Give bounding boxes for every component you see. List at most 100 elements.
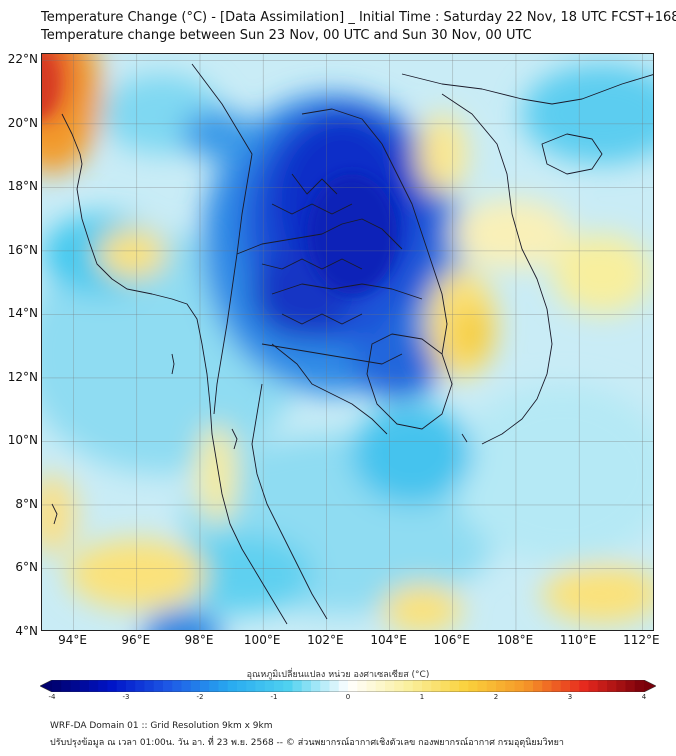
colorbar-segment [283, 680, 293, 692]
colorbar-title: อุณหภูมิเปลี่ยนแปลง หน่วย องศาเซลเซียส (… [246, 670, 430, 680]
colorbar [40, 680, 656, 692]
colorbar-segment [468, 680, 478, 692]
colorbar-tick-label: -3 [122, 693, 130, 701]
temperature-change-map [41, 53, 654, 631]
colorbar-segment [218, 680, 229, 692]
colorbar-segment [255, 680, 266, 692]
colorbar-segment [116, 680, 127, 692]
colorbar-segment [357, 680, 367, 692]
colorbar-segment [375, 680, 386, 692]
colorbar-segment [329, 680, 340, 692]
colorbar-segment [505, 680, 515, 692]
colorbar-segment [246, 680, 256, 692]
map-title: Temperature Change (°C) - [Data Assimila… [41, 10, 676, 25]
lat-label: 4°N [15, 624, 38, 638]
lon-label: 106°E [433, 633, 471, 647]
colorbar-segment [551, 680, 562, 692]
lat-label: 6°N [15, 560, 38, 575]
colorbar-segment [459, 680, 469, 692]
colorbar-segment [449, 680, 460, 692]
colorbar-segment [98, 680, 108, 692]
colorbar-segment [348, 680, 358, 692]
colorbar-segment [311, 680, 321, 692]
colorbar-segment [135, 680, 145, 692]
colorbar-segment [616, 680, 626, 692]
colorbar-segment [403, 680, 414, 692]
colorbar-segment [440, 680, 451, 692]
colorbar-max-extend [644, 680, 656, 692]
graticule [42, 54, 653, 630]
lat-label: 8°N [15, 496, 38, 511]
map-subtitle: Temperature change between Sun 23 Nov, 0… [41, 28, 532, 43]
colorbar-tick-label: -2 [196, 693, 204, 701]
footer-model-info: WRF-DA Domain 01 :: Grid Resolution 9km … [50, 721, 273, 731]
colorbar-segment [144, 680, 155, 692]
colorbar-tick-label: 3 [567, 693, 573, 701]
country-borders [51, 63, 653, 625]
colorbar-segment [533, 680, 543, 692]
colorbar-segment [625, 680, 636, 692]
colorbar-segment [523, 680, 534, 692]
colorbar-segment [394, 680, 404, 692]
footer-credit: ปรับปรุงข้อมูล ณ เวลา 01:00น. วัน อา. ที… [50, 738, 564, 748]
colorbar-segment [301, 680, 312, 692]
colorbar-segment [496, 680, 506, 692]
colorbar-segment [126, 680, 136, 692]
colorbar-segment [200, 680, 210, 692]
temperature-field-detail [42, 54, 397, 294]
colorbar-tick-label: -1 [270, 693, 278, 701]
colorbar-segment [579, 680, 589, 692]
colorbar-segment [477, 680, 488, 692]
lat-label: 12°N [7, 369, 38, 384]
colorbar-segment [237, 680, 247, 692]
lon-label: 96°E [121, 633, 151, 647]
colorbar-min-extend [40, 680, 52, 692]
lon-label: 100°E [243, 633, 281, 647]
colorbar-segment [607, 680, 617, 692]
colorbar-segment [560, 680, 571, 692]
lon-label: 110°E [559, 633, 597, 647]
colorbar-segment [172, 680, 182, 692]
colorbar-segment [264, 680, 275, 692]
colorbar-segment [227, 680, 238, 692]
colorbar-segment [514, 680, 525, 692]
colorbar-tick-label: 2 [493, 693, 499, 701]
colorbar-segment [274, 680, 284, 692]
colorbar-segment [181, 680, 192, 692]
colorbar-segment [597, 680, 608, 692]
colorbar-segment [542, 680, 552, 692]
colorbar-segment [570, 680, 580, 692]
lat-label: 18°N [7, 179, 38, 194]
lon-label: 108°E [496, 633, 534, 647]
lat-label: 14°N [7, 306, 38, 321]
colorbar-segment [52, 680, 62, 692]
colorbar-segment [366, 680, 377, 692]
colorbar-segment [431, 680, 441, 692]
colorbar-segment [486, 680, 497, 692]
colorbar-segment [70, 680, 81, 692]
map-canvas [42, 54, 653, 630]
lon-label: 112°E [623, 633, 660, 647]
colorbar-segment [588, 680, 599, 692]
colorbar-segment [209, 680, 219, 692]
lon-label: 98°E [184, 633, 214, 647]
colorbar-segment [634, 680, 645, 692]
colorbar-segment [163, 680, 173, 692]
lon-label: 94°E [58, 633, 88, 647]
lat-label: 20°N [7, 115, 38, 130]
colorbar-segment [320, 680, 330, 692]
colorbar-segment [107, 680, 118, 692]
colorbar-segment [190, 680, 201, 692]
colorbar-segment [338, 680, 349, 692]
lon-label: 104°E [370, 633, 407, 647]
colorbar-tick-label: 0 [345, 693, 351, 701]
lat-label: 16°N [7, 242, 38, 257]
colorbar-segment [292, 680, 303, 692]
lat-label: 22°N [7, 52, 38, 67]
colorbar-segment [61, 680, 71, 692]
colorbar-segment [422, 680, 432, 692]
lat-label: 10°N [7, 433, 38, 448]
colorbar-segment [153, 680, 164, 692]
lon-label: 102°E [307, 633, 344, 647]
colorbar-segment [89, 680, 99, 692]
